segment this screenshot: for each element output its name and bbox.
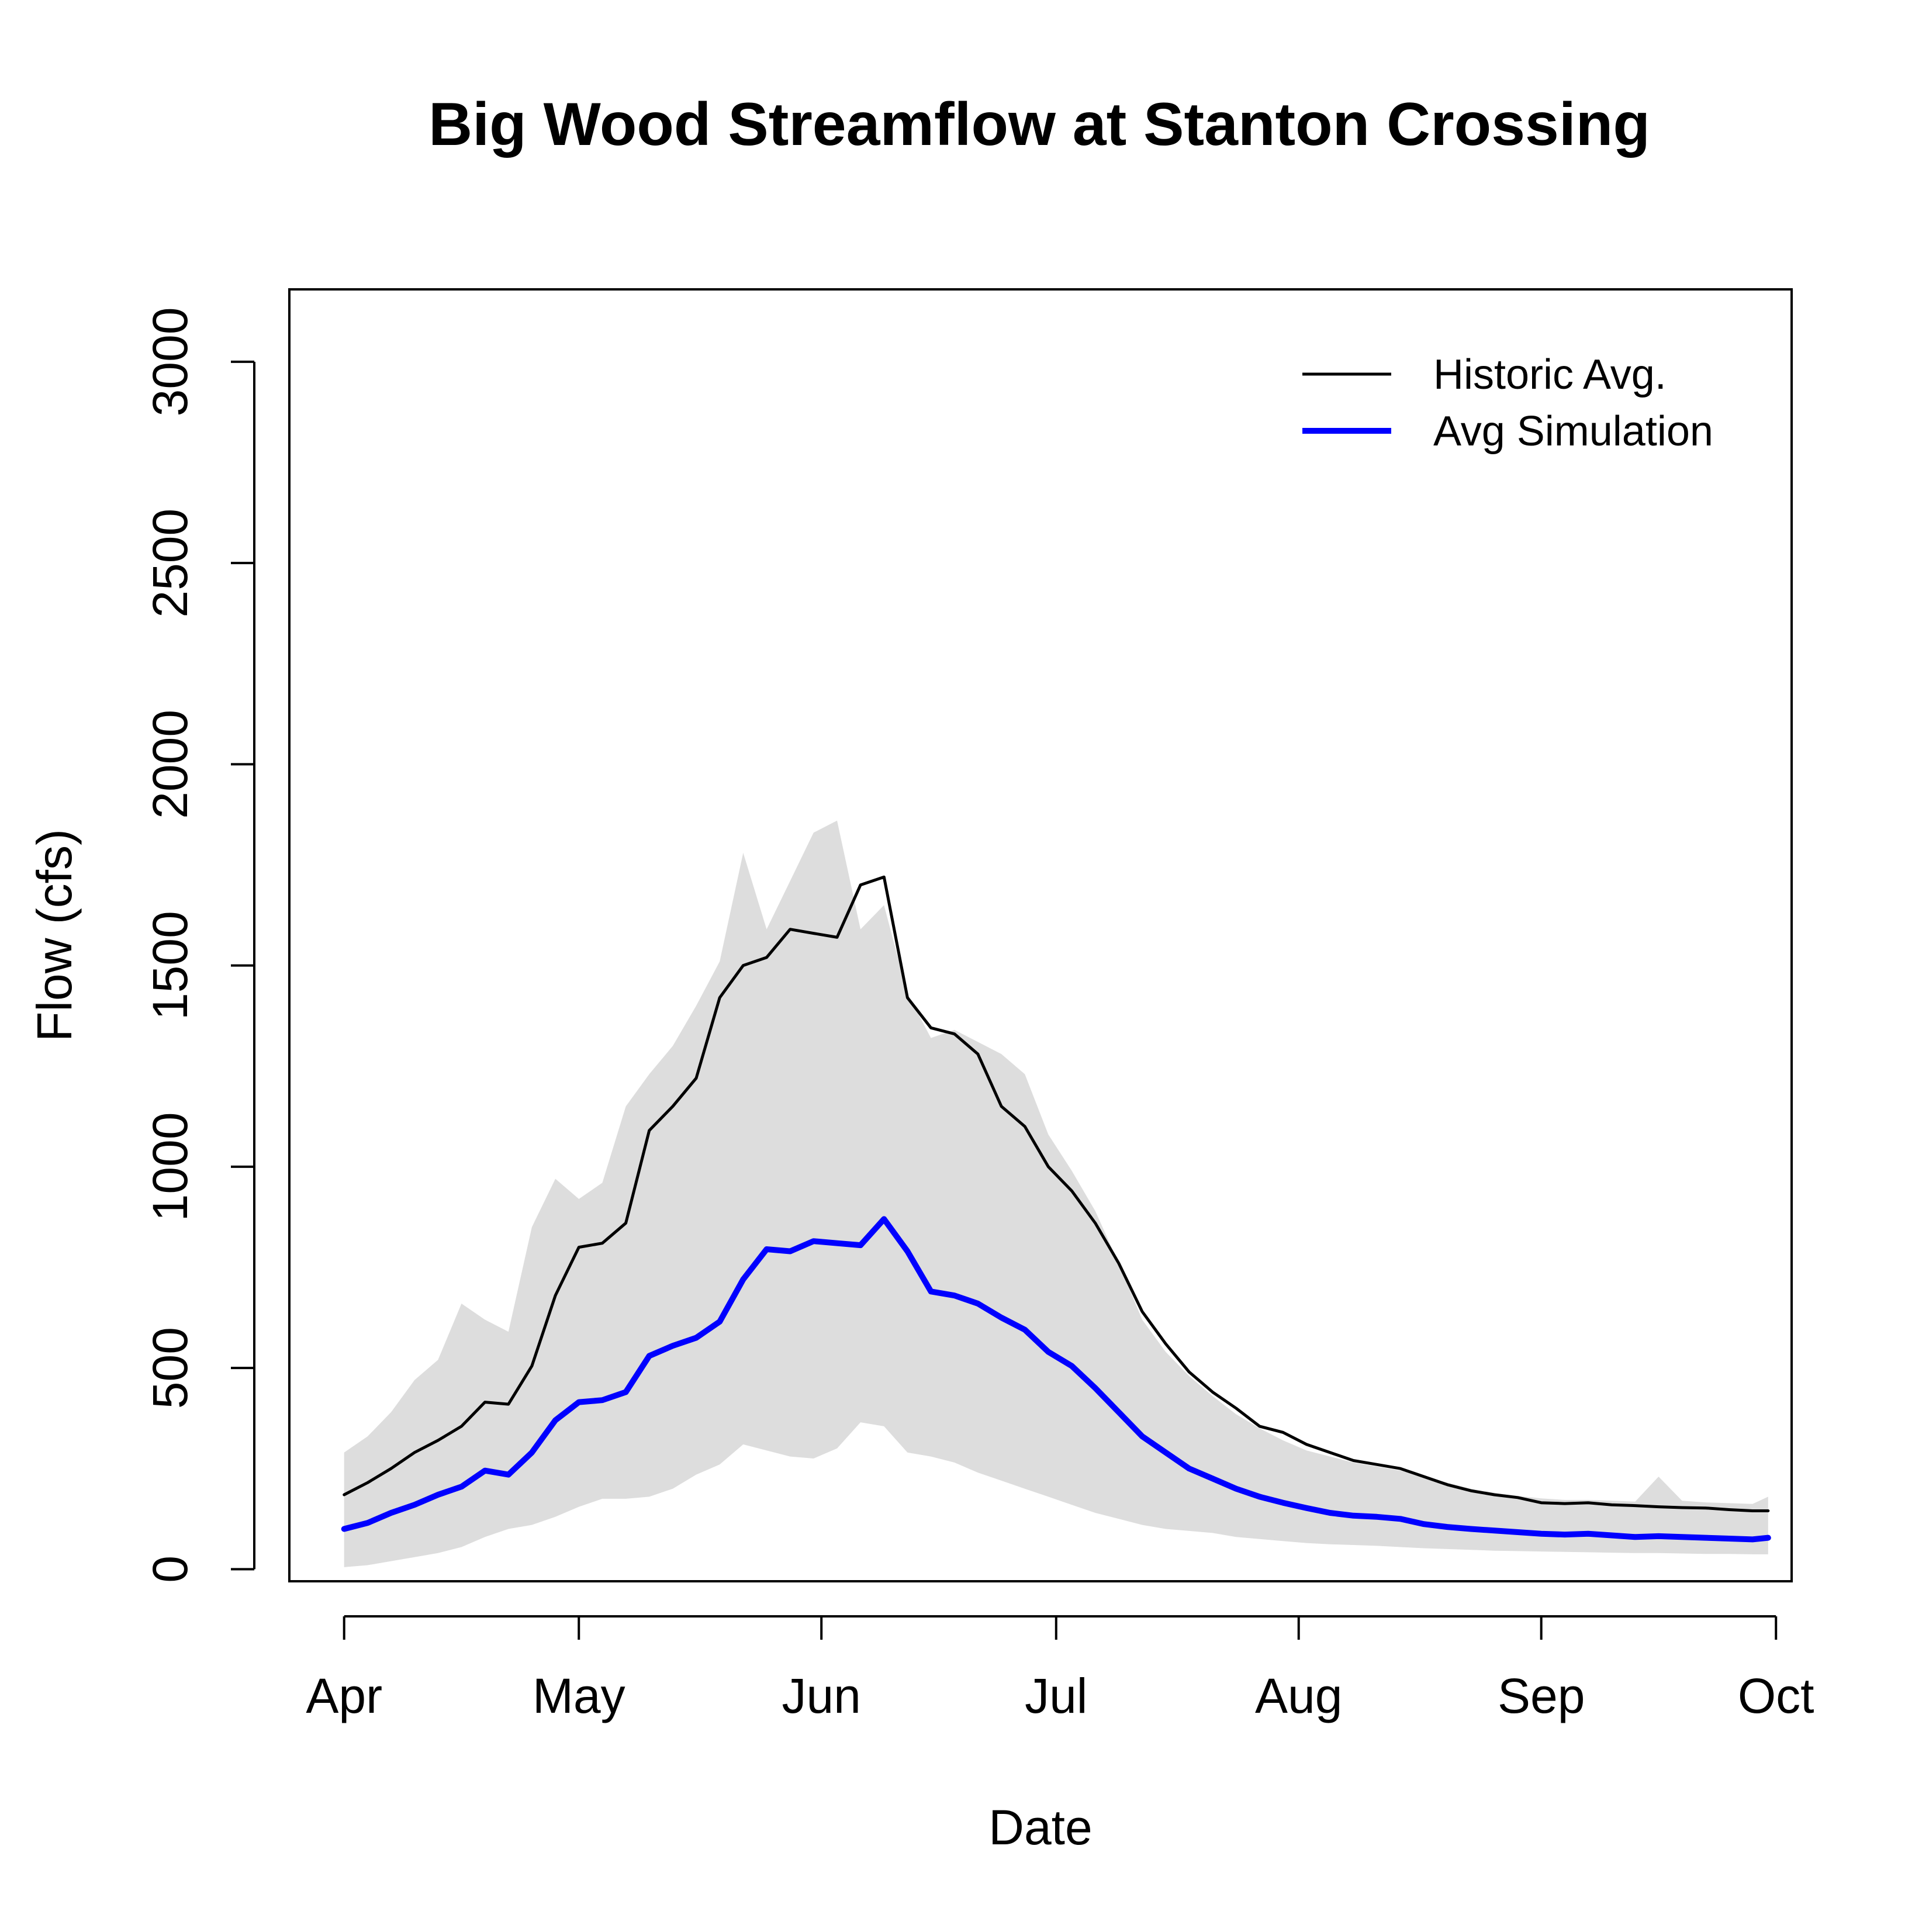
x-axis-label: Date [988,1800,1092,1855]
legend-label: Avg Simulation [1433,408,1713,455]
series-layer [341,875,1771,1543]
series-line-avg-simulation [341,1216,1771,1543]
x-tick-label: Jun [782,1668,860,1723]
y-tick-label: 2500 [143,509,198,618]
x-tick-label: Oct [1738,1668,1814,1723]
x-tick-label: Apr [306,1668,382,1723]
y-tick-label: 500 [143,1327,198,1409]
y-tick-label: 1000 [143,1112,198,1221]
x-axis: Apr May Jun Jul Aug Sep Oct [306,1615,1814,1723]
x-tick-label: Aug [1255,1668,1342,1723]
legend: Historic Avg. Avg Simulation [1302,351,1713,455]
series-line-historic-avg [343,875,1770,1512]
x-tick-label: Jul [1025,1668,1087,1723]
legend-label: Historic Avg. [1433,351,1667,398]
plot-frame [288,288,1793,1582]
x-tick-label: Sep [1498,1668,1585,1723]
y-tick-label: 0 [143,1556,198,1583]
x-tick-label: May [533,1668,625,1723]
range-band [344,820,1768,1567]
y-axis: 0 500 1000 1500 2000 2500 3000 [143,307,255,1583]
y-tick-label: 2000 [143,710,198,819]
y-tick-label: 3000 [143,307,198,416]
y-tick-label: 1500 [143,911,198,1020]
y-axis-label: Flow (cfs) [27,829,82,1042]
range-band-layer [344,820,1768,1567]
chart-title: Big Wood Streamflow at Stanton Crossing [428,91,1650,158]
